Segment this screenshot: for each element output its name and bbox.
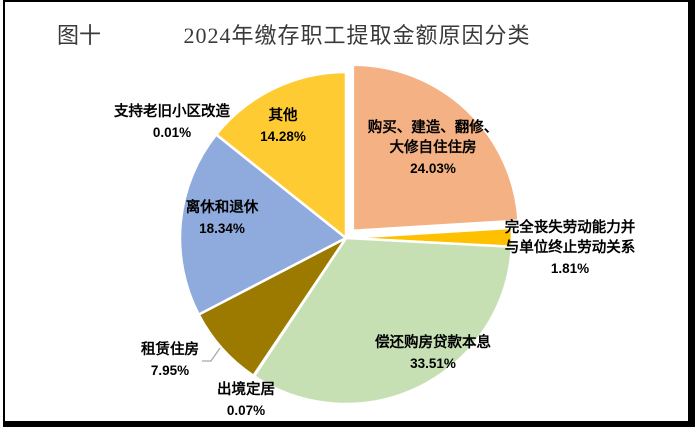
figure-number: 图十 <box>57 23 102 48</box>
pie-slice-0 <box>351 63 520 232</box>
pie-slice-5 <box>178 133 348 316</box>
leader-line <box>202 347 221 362</box>
chart-title: 2024年缴存职工提取金额原因分类 <box>183 23 531 48</box>
pie-slice-7 <box>215 70 348 240</box>
